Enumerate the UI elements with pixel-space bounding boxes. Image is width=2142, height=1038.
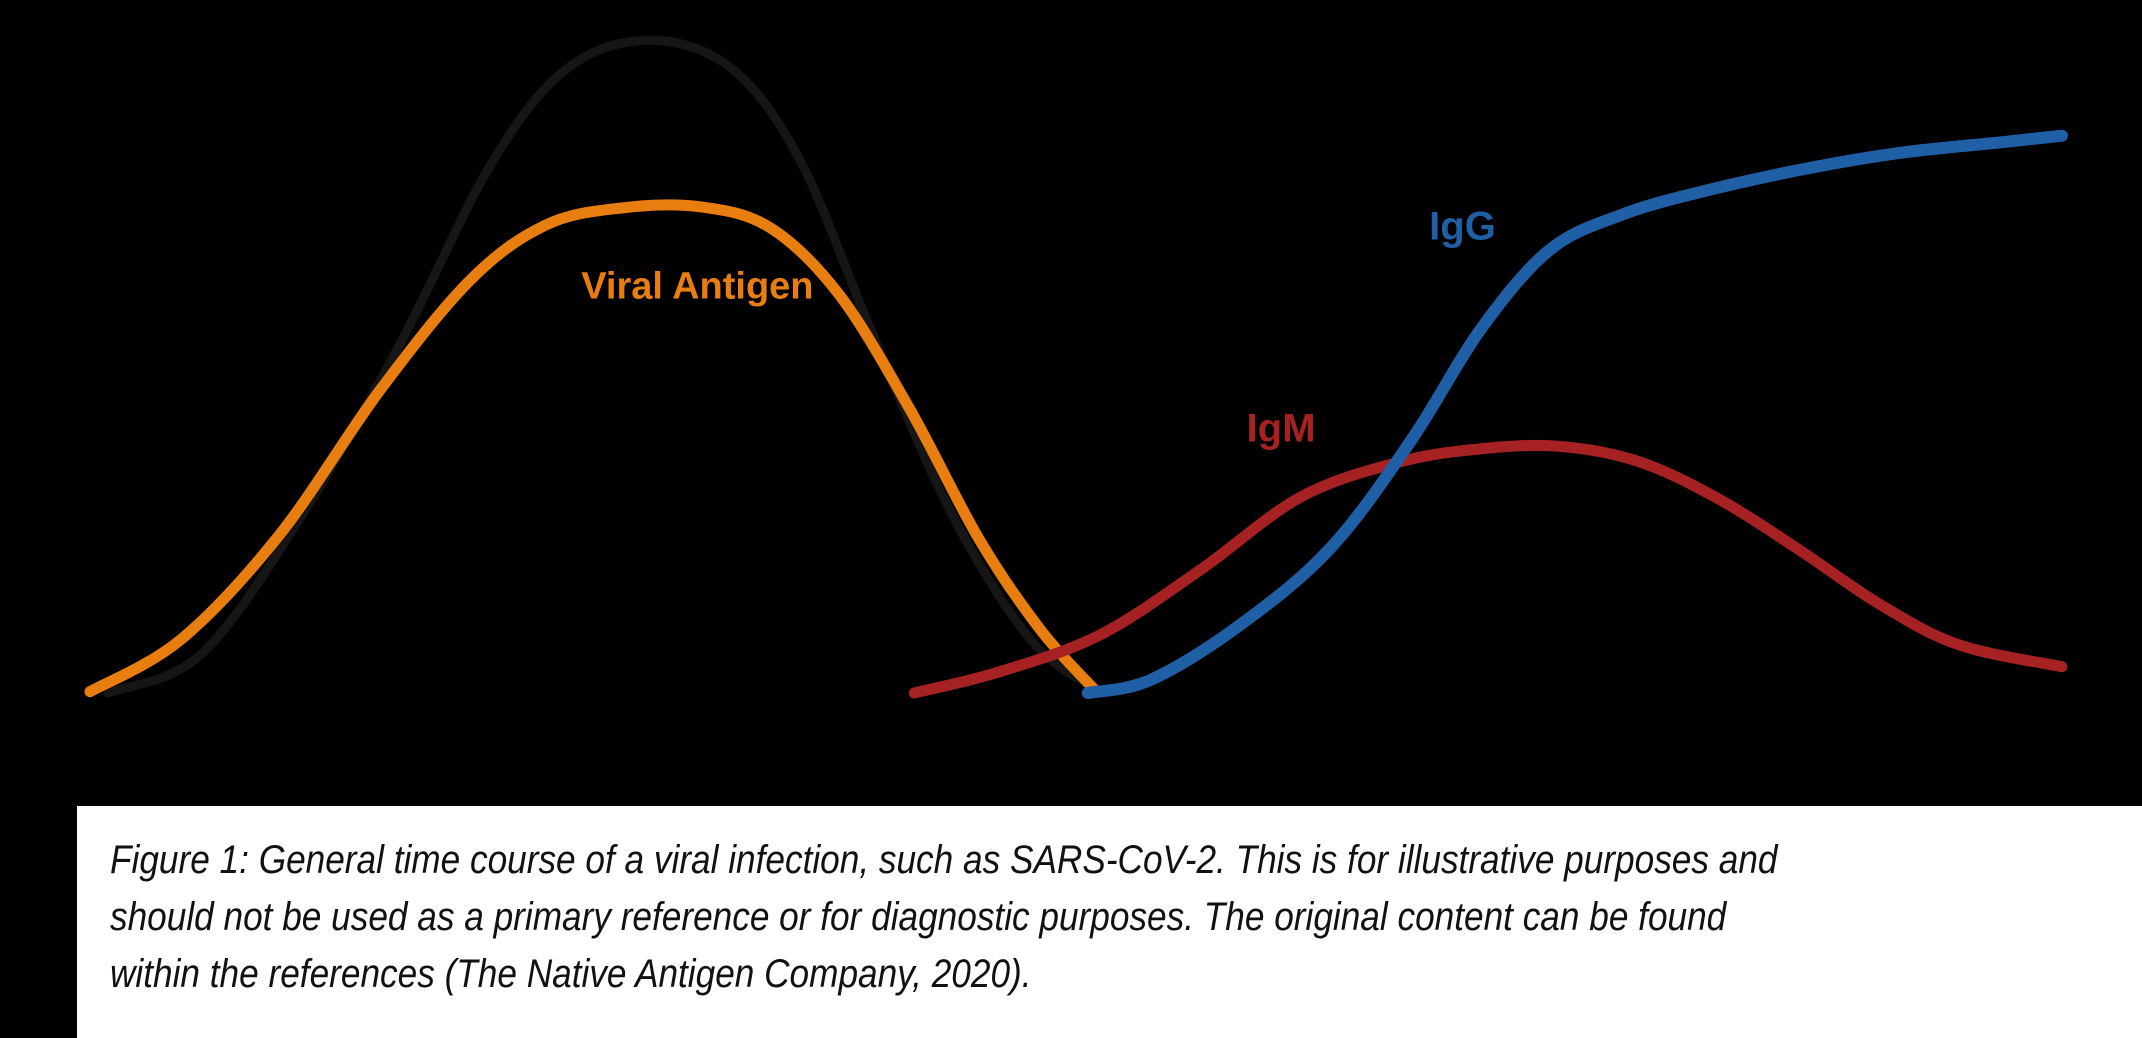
curve-viral-antigen xyxy=(84,199,1102,698)
series-label-viral-antigen: Viral Antigen xyxy=(581,265,814,308)
caption-line-3: within the references (The Native Antige… xyxy=(110,952,1032,996)
curve-infection xyxy=(103,35,1105,698)
curve-igg xyxy=(1081,129,2068,699)
series-paths xyxy=(84,35,2068,699)
caption-line-2: should not be used as a primary referenc… xyxy=(110,895,1727,939)
series-label-igm: IgM xyxy=(1246,406,1316,451)
series-label-igg: IgG xyxy=(1429,204,1496,249)
caption-line-1: Figure 1: General time course of a viral… xyxy=(110,838,1778,882)
figure-caption: Figure 1: General time course of a viral… xyxy=(110,832,1778,1003)
figure-caption-box: Figure 1: General time course of a viral… xyxy=(77,806,2142,1038)
curve-igm xyxy=(908,439,2068,699)
